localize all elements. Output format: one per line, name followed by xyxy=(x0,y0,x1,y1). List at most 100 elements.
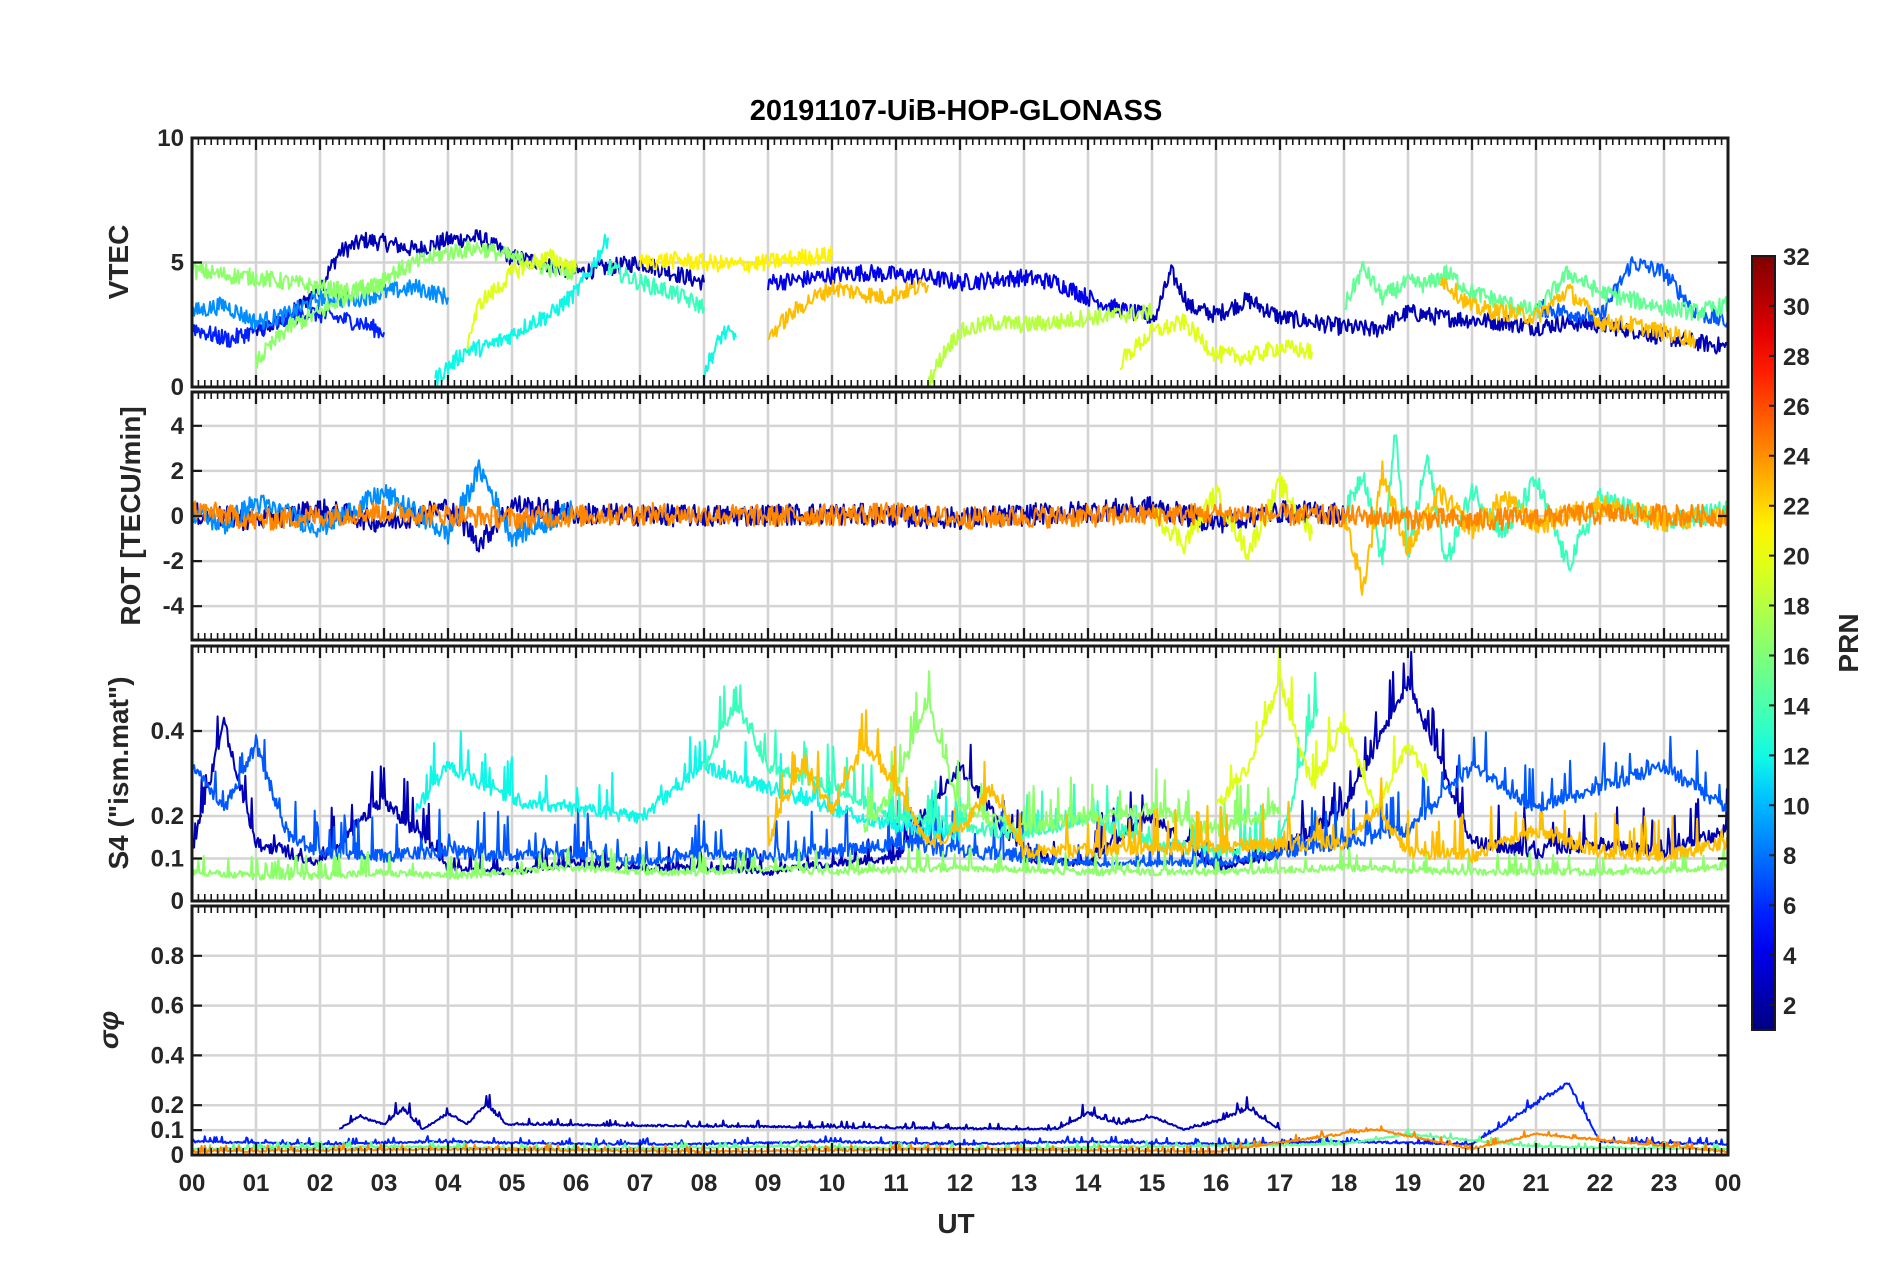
x-minor-ticks xyxy=(197,906,1723,1155)
x-tick-label: 00 xyxy=(179,1170,206,1197)
traces-vtec xyxy=(192,229,1728,387)
x-tick-label: 23 xyxy=(1651,1170,1678,1197)
series-prn-13 xyxy=(607,259,705,314)
panel-vtec: 0 5 10 VTEC xyxy=(103,125,1730,401)
colorbar-label: PRN xyxy=(1833,613,1864,672)
colorbar-tick-label: 22 xyxy=(1783,494,1810,521)
series-prn-19 xyxy=(466,248,577,350)
series-prn-23 xyxy=(767,709,1728,864)
chart-title: 20191107-UiB-HOP-GLONASS xyxy=(750,95,1163,127)
series-prn-23 xyxy=(767,278,929,341)
traces-rot xyxy=(192,434,1728,596)
series-prn-12 xyxy=(434,233,609,387)
y-axis-label-vtec: VTEC xyxy=(103,225,134,300)
y-tick-label: 0.4 xyxy=(151,718,185,745)
series-prn-9 xyxy=(192,459,577,548)
y-tick-label: 0.6 xyxy=(151,993,184,1020)
panel-rot: -4 -2 0 2 4 ROT [TECU/min] xyxy=(115,390,1730,642)
x-tick-label: 12 xyxy=(947,1170,974,1197)
x-minor-ticks xyxy=(197,646,1723,901)
series-prn-24 xyxy=(192,499,1728,531)
x-tick-label: 02 xyxy=(307,1170,334,1197)
y-tick-label: 0.2 xyxy=(151,803,184,830)
x-minor-ticks xyxy=(197,138,1723,387)
colorbar-tick-label: 30 xyxy=(1783,294,1810,321)
y-tick-label: 0 xyxy=(171,374,184,401)
y-ticks xyxy=(192,424,1728,608)
y-tick-label: -2 xyxy=(163,548,184,575)
series-prn-23 xyxy=(1439,276,1697,349)
colorbar-tick-label: 20 xyxy=(1783,544,1810,571)
y-tick-label: 2 xyxy=(171,458,184,485)
x-tick-label: 16 xyxy=(1203,1170,1230,1197)
series-prn-16 xyxy=(192,845,1728,881)
traces-s4 xyxy=(192,647,1728,881)
y-tick-label: 0.2 xyxy=(151,1092,184,1119)
series-prn-17 xyxy=(863,670,1281,837)
y-tick-label: 10 xyxy=(157,125,184,152)
y-tick-label: 0 xyxy=(171,1142,184,1169)
y-tick-label: 5 xyxy=(171,250,184,277)
x-tick-label: 05 xyxy=(499,1170,526,1197)
x-minor-ticks xyxy=(197,392,1723,640)
series-prn-15 xyxy=(1343,260,1728,321)
y-tick-label: 0.8 xyxy=(151,943,184,970)
colorbar-tick-label: 8 xyxy=(1783,843,1796,870)
series-prn-19 xyxy=(1215,647,1429,813)
x-tick-label: 22 xyxy=(1587,1170,1614,1197)
x-tick-label: 08 xyxy=(691,1170,718,1197)
y-tick-label: 0.1 xyxy=(151,1117,184,1144)
colorbar-tick-label: 2 xyxy=(1783,993,1796,1020)
x-tick-label: 10 xyxy=(819,1170,846,1197)
y-tick-label: 0 xyxy=(171,888,184,915)
colorbar-tick-label: 6 xyxy=(1783,893,1796,920)
panel-frame xyxy=(190,390,1730,642)
panel-sigma-phi: 00.10.2 0.4 0.6 0.8 σφ xyxy=(93,904,1730,1169)
series-prn-16 xyxy=(192,261,385,300)
x-tick-label: 06 xyxy=(563,1170,590,1197)
panel-frame xyxy=(190,904,1730,1157)
x-tick-label: 03 xyxy=(371,1170,398,1197)
colorbar-ticks xyxy=(1769,255,1775,1006)
colorbar-tick-label: 12 xyxy=(1783,743,1810,770)
series-prn-2 xyxy=(255,229,705,337)
y-tick-label: 0 xyxy=(171,503,184,530)
series-prn-4 xyxy=(767,264,1153,324)
x-tick-label: 17 xyxy=(1267,1170,1294,1197)
x-tick-label: 19 xyxy=(1395,1170,1422,1197)
series-prn-7 xyxy=(1535,256,1728,328)
x-tick-label: 01 xyxy=(243,1170,270,1197)
colorbar-tick-label: 10 xyxy=(1783,793,1810,820)
y-tick-label: -4 xyxy=(163,593,185,620)
colorbar-tick-label: 18 xyxy=(1783,594,1810,621)
x-tick-label: 07 xyxy=(627,1170,654,1197)
y-tick-label: 0.1 xyxy=(151,846,184,873)
colorbar-tick-label: 24 xyxy=(1783,444,1810,471)
series-prn-2 xyxy=(339,1093,1281,1131)
y-axis-label-rot: ROT [TECU/min] xyxy=(115,406,146,625)
y-axis-label-s4: S4 ("ism.mat") xyxy=(103,676,134,869)
series-prn-12 xyxy=(703,324,737,381)
x-tick-label: 04 xyxy=(435,1170,462,1197)
colorbar-tick-label: 16 xyxy=(1783,644,1810,671)
colorbar-tick-label: 28 xyxy=(1783,344,1810,371)
series-prn-19 xyxy=(1151,474,1313,561)
series-prn-7 xyxy=(192,731,1728,868)
y-tick-label: 4 xyxy=(171,413,185,440)
colorbar-tick-label: 4 xyxy=(1783,943,1797,970)
series-prn-22 xyxy=(1343,460,1728,596)
series-prn-21 xyxy=(639,245,833,274)
colorbar-tick-label: 26 xyxy=(1783,394,1810,421)
x-tick-label: 15 xyxy=(1139,1170,1166,1197)
series-prn-18 xyxy=(927,302,1153,387)
panel-s4: 0 0.1 0.2 0.4 S4 ("ism.mat") xyxy=(103,644,1730,915)
series-prn-17 xyxy=(255,240,577,369)
x-axis-label: UT xyxy=(937,1208,974,1239)
x-tick-label: 20 xyxy=(1459,1170,1486,1197)
colorbar-scale xyxy=(1751,255,1776,1031)
y-axis-label-sigma-phi: σφ xyxy=(93,1011,124,1049)
x-tick-label: 21 xyxy=(1523,1170,1550,1197)
